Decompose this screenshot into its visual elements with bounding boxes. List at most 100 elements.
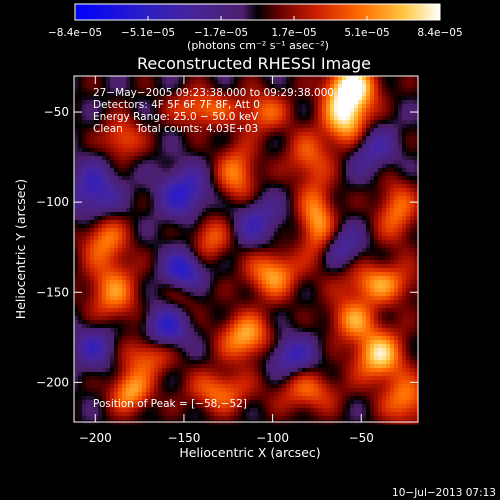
heatmap-cell [386,160,391,165]
heatmap-cell [214,176,219,181]
heatmap-cell [86,212,91,217]
heatmap-cell [238,304,243,309]
heatmap-cell [158,276,163,281]
heatmap-cell [354,160,359,165]
heatmap-cell [166,148,171,153]
heatmap-cell [254,116,259,121]
heatmap-cell [190,148,195,153]
heatmap-cell [342,204,347,209]
heatmap-cell [254,244,259,249]
heatmap-cell [142,248,147,253]
heatmap-cell [114,88,119,93]
heatmap-cell [182,276,187,281]
heatmap-cell [342,128,347,133]
heatmap-cell [382,264,387,269]
heatmap-cell [254,152,259,157]
heatmap-cell [186,128,191,133]
heatmap-cell [206,76,211,81]
heatmap-cell [346,128,351,133]
heatmap-cell [310,248,315,253]
heatmap-cell [150,160,155,165]
heatmap-cell [130,200,135,205]
heatmap-cell [282,160,287,165]
heatmap-cell [390,232,395,237]
heatmap-cell [322,176,327,181]
heatmap-cell [118,168,123,173]
heatmap-cell [362,144,367,149]
heatmap-cell [242,284,247,289]
heatmap-cell [250,100,255,105]
heatmap-cell [102,92,107,97]
heatmap-cell [306,268,311,273]
heatmap-cell [102,208,107,213]
heatmap-cell [342,184,347,189]
heatmap-cell [114,148,119,153]
heatmap-cell [246,128,251,133]
heatmap-cell [230,300,235,305]
heatmap-cell [158,228,163,233]
heatmap-cell [82,144,87,149]
heatmap-cell [358,176,363,181]
heatmap-cell [246,252,251,257]
heatmap-cell [190,288,195,293]
heatmap-cell [394,112,399,117]
heatmap-cell [218,228,223,233]
heatmap-cell [234,144,239,149]
heatmap-cell [150,284,155,289]
heatmap-cell [414,204,419,209]
heatmap-cell [334,256,339,261]
heatmap-cell [166,168,171,173]
heatmap-cell [334,296,339,301]
heatmap-cell [250,288,255,293]
heatmap-cell [298,132,303,137]
heatmap-cell [78,296,83,301]
heatmap-cell [202,108,207,113]
heatmap-cell [230,148,235,153]
heatmap-cell [362,184,367,189]
heatmap-cell [106,168,111,173]
heatmap-cell [230,96,235,101]
heatmap-cell [102,136,107,141]
heatmap-cell [346,116,351,121]
heatmap-cell [250,240,255,245]
heatmap-cell [294,188,299,193]
heatmap-cell [218,256,223,261]
heatmap-cell [270,268,275,273]
heatmap-cell [114,264,119,269]
heatmap-cell [266,184,271,189]
heatmap-cell [150,200,155,205]
heatmap-cell [214,76,219,81]
heatmap-cell [266,112,271,117]
heatmap-cell [378,132,383,137]
heatmap-cell [382,304,387,309]
heatmap-cell [282,276,287,281]
heatmap-cell [82,192,87,197]
heatmap-cell [238,136,243,141]
heatmap-cell [194,300,199,305]
heatmap-cell [318,124,323,129]
heatmap-cell [262,292,267,297]
heatmap-cell [326,108,331,113]
heatmap-cell [142,220,147,225]
heatmap-cell [258,100,263,105]
heatmap-cell [290,296,295,301]
heatmap-cell [230,92,235,97]
heatmap-cell [198,248,203,253]
heatmap-cell [326,228,331,233]
heatmap-cell [246,160,251,165]
heatmap-cell [82,284,87,289]
heatmap-cell [394,268,399,273]
heatmap-cell [354,288,359,293]
heatmap-cell [114,292,119,297]
heatmap-cell [286,272,291,277]
heatmap-cell [158,232,163,237]
heatmap-cell [178,76,183,81]
heatmap-cell [226,280,231,285]
heatmap-cell [198,160,203,165]
heatmap-cell [82,180,87,185]
heatmap-cell [166,196,171,201]
heatmap-cell [374,248,379,253]
heatmap-cell [74,212,79,217]
heatmap-cell [214,104,219,109]
heatmap-cell [386,140,391,145]
